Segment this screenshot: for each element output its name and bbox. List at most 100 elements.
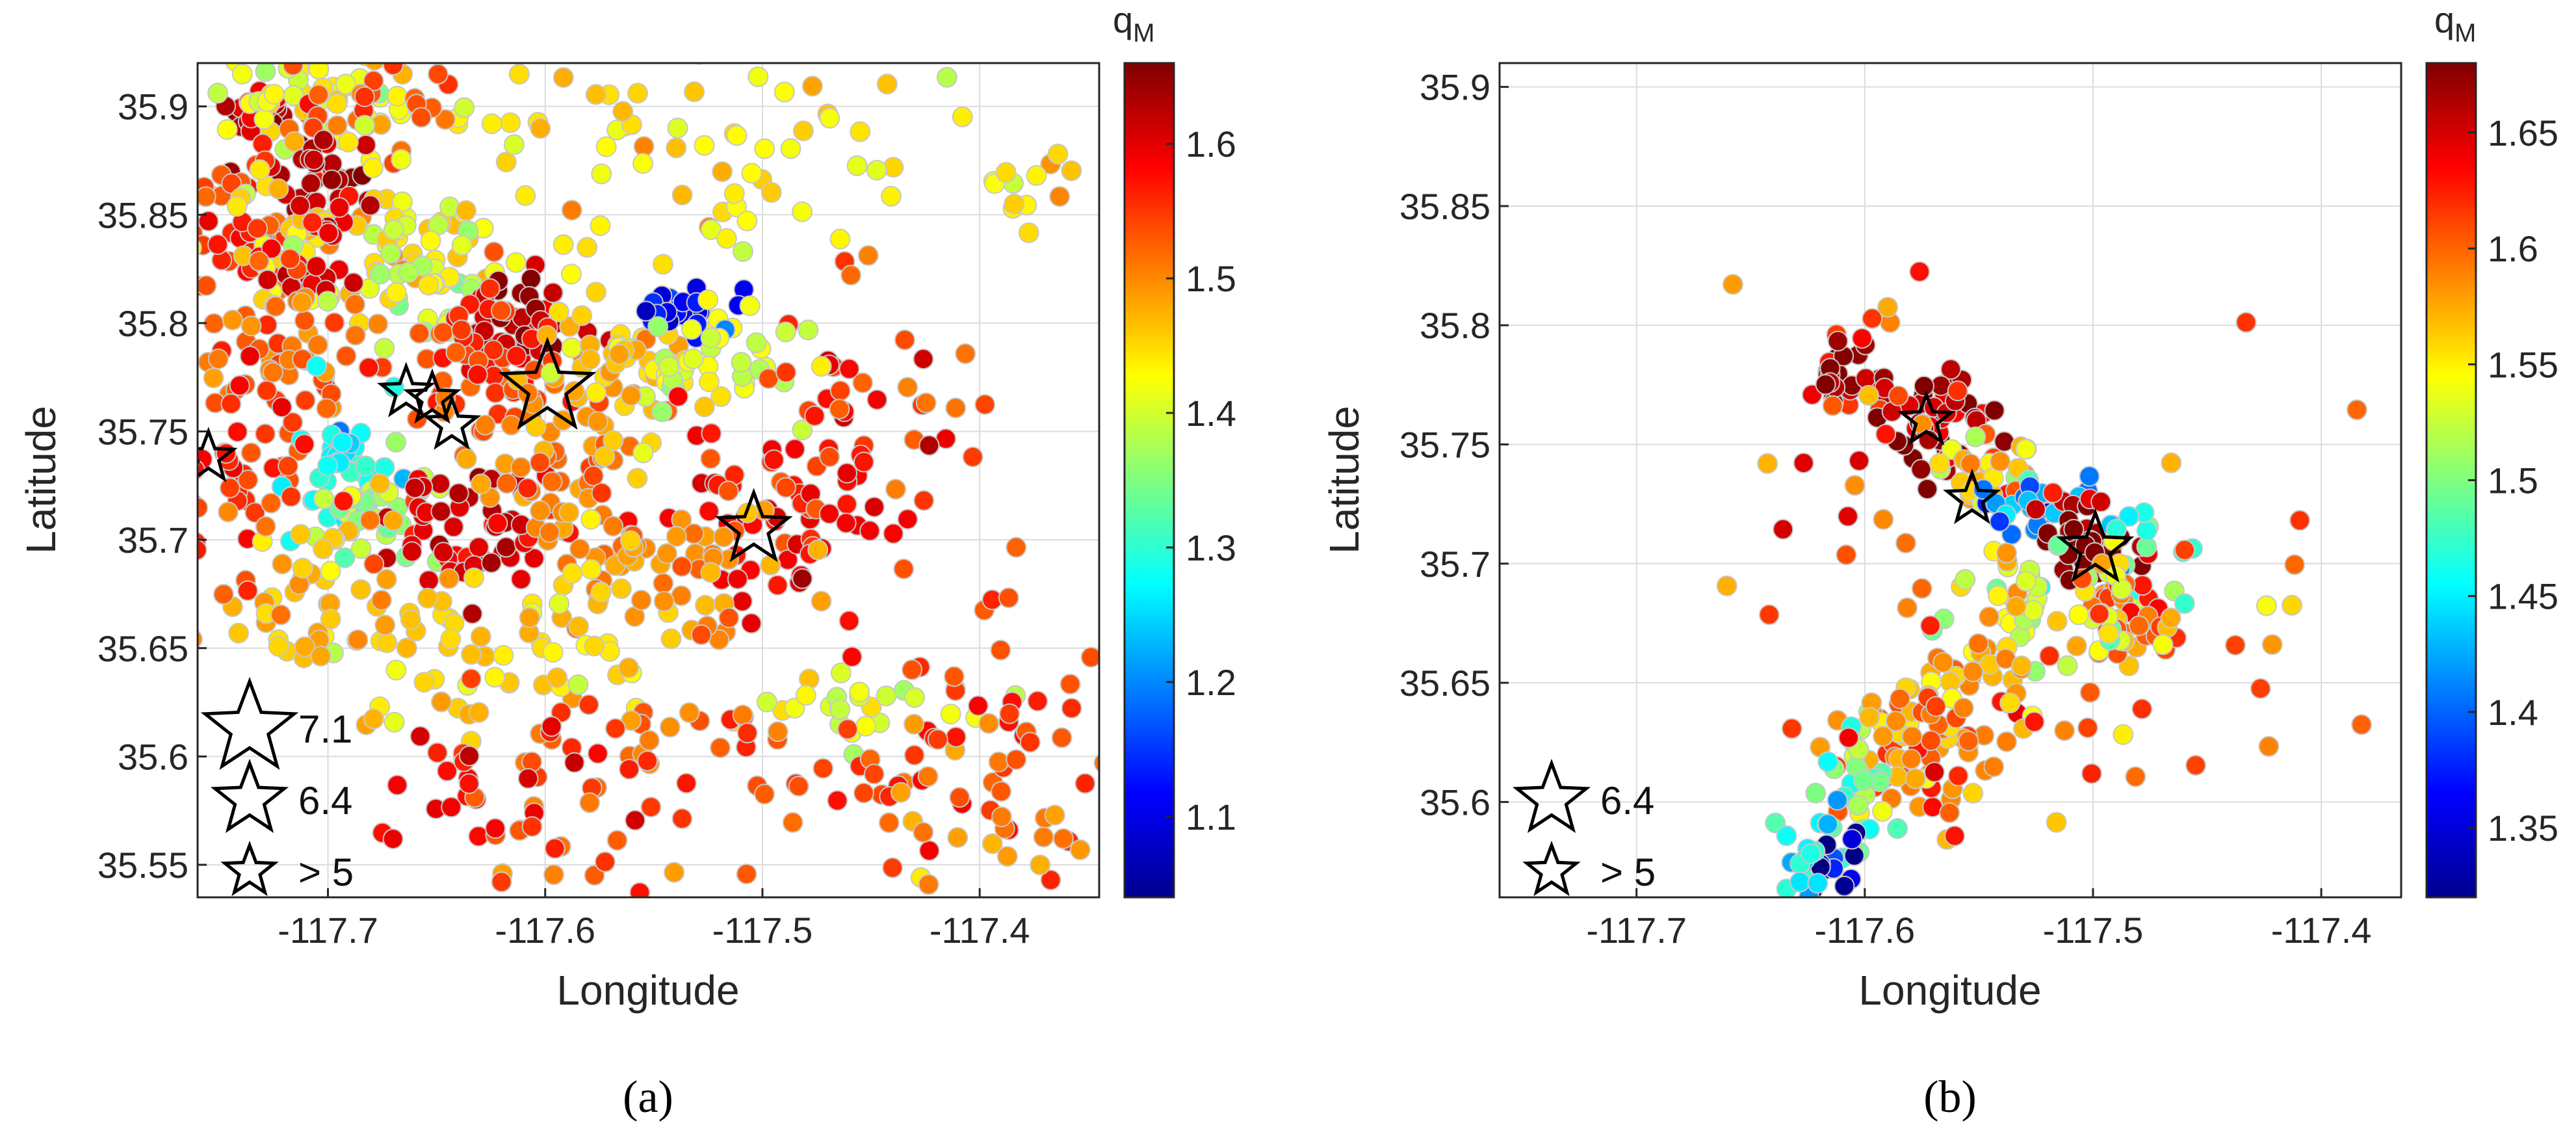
earthquake-point — [587, 743, 608, 764]
earthquake-point — [612, 101, 634, 122]
earthquake-point — [1853, 770, 1875, 791]
earthquake-point — [1905, 768, 1926, 789]
colorbar-tick-label: 1.6 — [1186, 124, 1236, 165]
earthquake-point — [897, 376, 918, 398]
earthquake-point — [426, 742, 448, 763]
y-tick-label: 35.8 — [1420, 305, 1490, 346]
earthquake-point — [255, 63, 276, 82]
earthquake-point — [881, 185, 902, 207]
earthquake-point — [481, 113, 502, 135]
earthquake-point — [309, 40, 328, 60]
earthquake-point — [736, 864, 757, 885]
earthquake-point — [451, 319, 472, 341]
earthquake-point — [561, 263, 582, 285]
earthquake-point — [1962, 661, 1984, 682]
legend-label: 6.4 — [298, 779, 352, 823]
earthquake-point — [2081, 763, 2102, 784]
earthquake-point — [1955, 569, 1976, 590]
earthquake-point — [585, 382, 606, 403]
earthquake-point — [897, 508, 918, 530]
earthquake-point — [1061, 698, 1082, 719]
earthquake-point — [484, 666, 506, 688]
earthquake-point — [627, 468, 648, 489]
earthquake-point — [515, 185, 536, 206]
earthquake-point — [955, 343, 976, 364]
earthquake-point — [1873, 508, 1894, 530]
earthquake-point — [660, 628, 682, 650]
earthquake-point — [257, 269, 278, 291]
earthquake-point — [839, 358, 860, 380]
axes-frame-b — [1498, 62, 2402, 899]
earthquake-point — [577, 237, 598, 258]
earthquake-point — [579, 349, 601, 370]
earthquake-point — [632, 442, 654, 464]
y-tick-label: 35.75 — [1399, 425, 1490, 466]
earthquake-point — [495, 152, 517, 173]
earthquake-point — [1887, 818, 1908, 839]
earthquake-point — [493, 644, 514, 666]
earthquake-point — [367, 313, 389, 335]
earthquake-point — [385, 282, 407, 303]
earthquake-point — [2132, 575, 2153, 596]
earthquake-point — [174, 239, 194, 259]
earthquake-point — [2152, 634, 2174, 655]
earthquake-point — [159, 453, 178, 472]
earthquake-point — [1944, 825, 1966, 847]
earthquake-point — [523, 547, 545, 569]
star-marker — [1943, 468, 2001, 524]
earthquake-point — [376, 569, 397, 590]
earthquake-point — [1968, 633, 1989, 654]
earthquake-point — [710, 386, 732, 407]
earthquake-point — [564, 380, 585, 402]
earthquake-point — [255, 516, 276, 537]
earthquake-point — [1873, 726, 1893, 747]
earthquake-point — [1872, 800, 1893, 822]
earthquake-point — [270, 604, 292, 626]
earthquake-point — [2054, 720, 2075, 741]
y-tick-label: 35.65 — [1399, 663, 1490, 704]
earthquake-point — [248, 250, 270, 272]
earthquake-point — [484, 241, 504, 263]
earthquake-point — [731, 352, 752, 373]
earthquake-point — [445, 342, 467, 363]
earthquake-point — [902, 659, 922, 680]
earthquake-point — [775, 362, 797, 383]
legend-star — [1512, 758, 1591, 834]
earthquake-point — [1006, 749, 1027, 771]
earthquake-point — [852, 372, 874, 393]
earthquake-point — [792, 419, 813, 441]
earthquake-point — [849, 681, 870, 703]
earthquake-point — [558, 502, 580, 523]
earthquake-point — [1897, 597, 1918, 618]
earthquake-point — [857, 244, 879, 266]
earthquake-point — [371, 590, 392, 611]
earthquake-point — [1901, 726, 1923, 747]
earthquake-point — [620, 530, 641, 551]
star-marker — [198, 427, 238, 482]
earthquake-point — [398, 261, 419, 283]
earthquake-point — [1999, 692, 2021, 714]
earthquake-point — [1836, 544, 1857, 566]
earthquake-point — [294, 389, 316, 411]
earthquake-point — [333, 63, 343, 64]
earthquake-point — [454, 97, 475, 118]
legend-a: 7.1 6.4 > 5 — [200, 676, 354, 897]
earthquake-point — [529, 452, 551, 473]
earthquake-point — [653, 590, 675, 612]
earthquake-point — [308, 84, 330, 105]
xlabel-b: Longitude — [1858, 967, 2041, 1014]
earthquake-point — [1979, 606, 2000, 627]
earthquake-point — [567, 674, 589, 695]
earthquake-point — [218, 501, 239, 523]
legend-label: > 5 — [1600, 850, 1656, 894]
earthquake-point — [780, 138, 801, 159]
y-tick-label: 35.65 — [98, 628, 189, 669]
star-marker — [1897, 389, 1956, 445]
earthquake-point — [198, 459, 205, 480]
x-tick-label: -117.6 — [495, 910, 595, 951]
earthquake-point — [1781, 718, 1802, 739]
earthquake-point — [561, 337, 582, 358]
earthquake-point — [350, 538, 372, 559]
earthquake-point — [941, 981, 960, 1000]
earthquake-point — [846, 155, 868, 176]
